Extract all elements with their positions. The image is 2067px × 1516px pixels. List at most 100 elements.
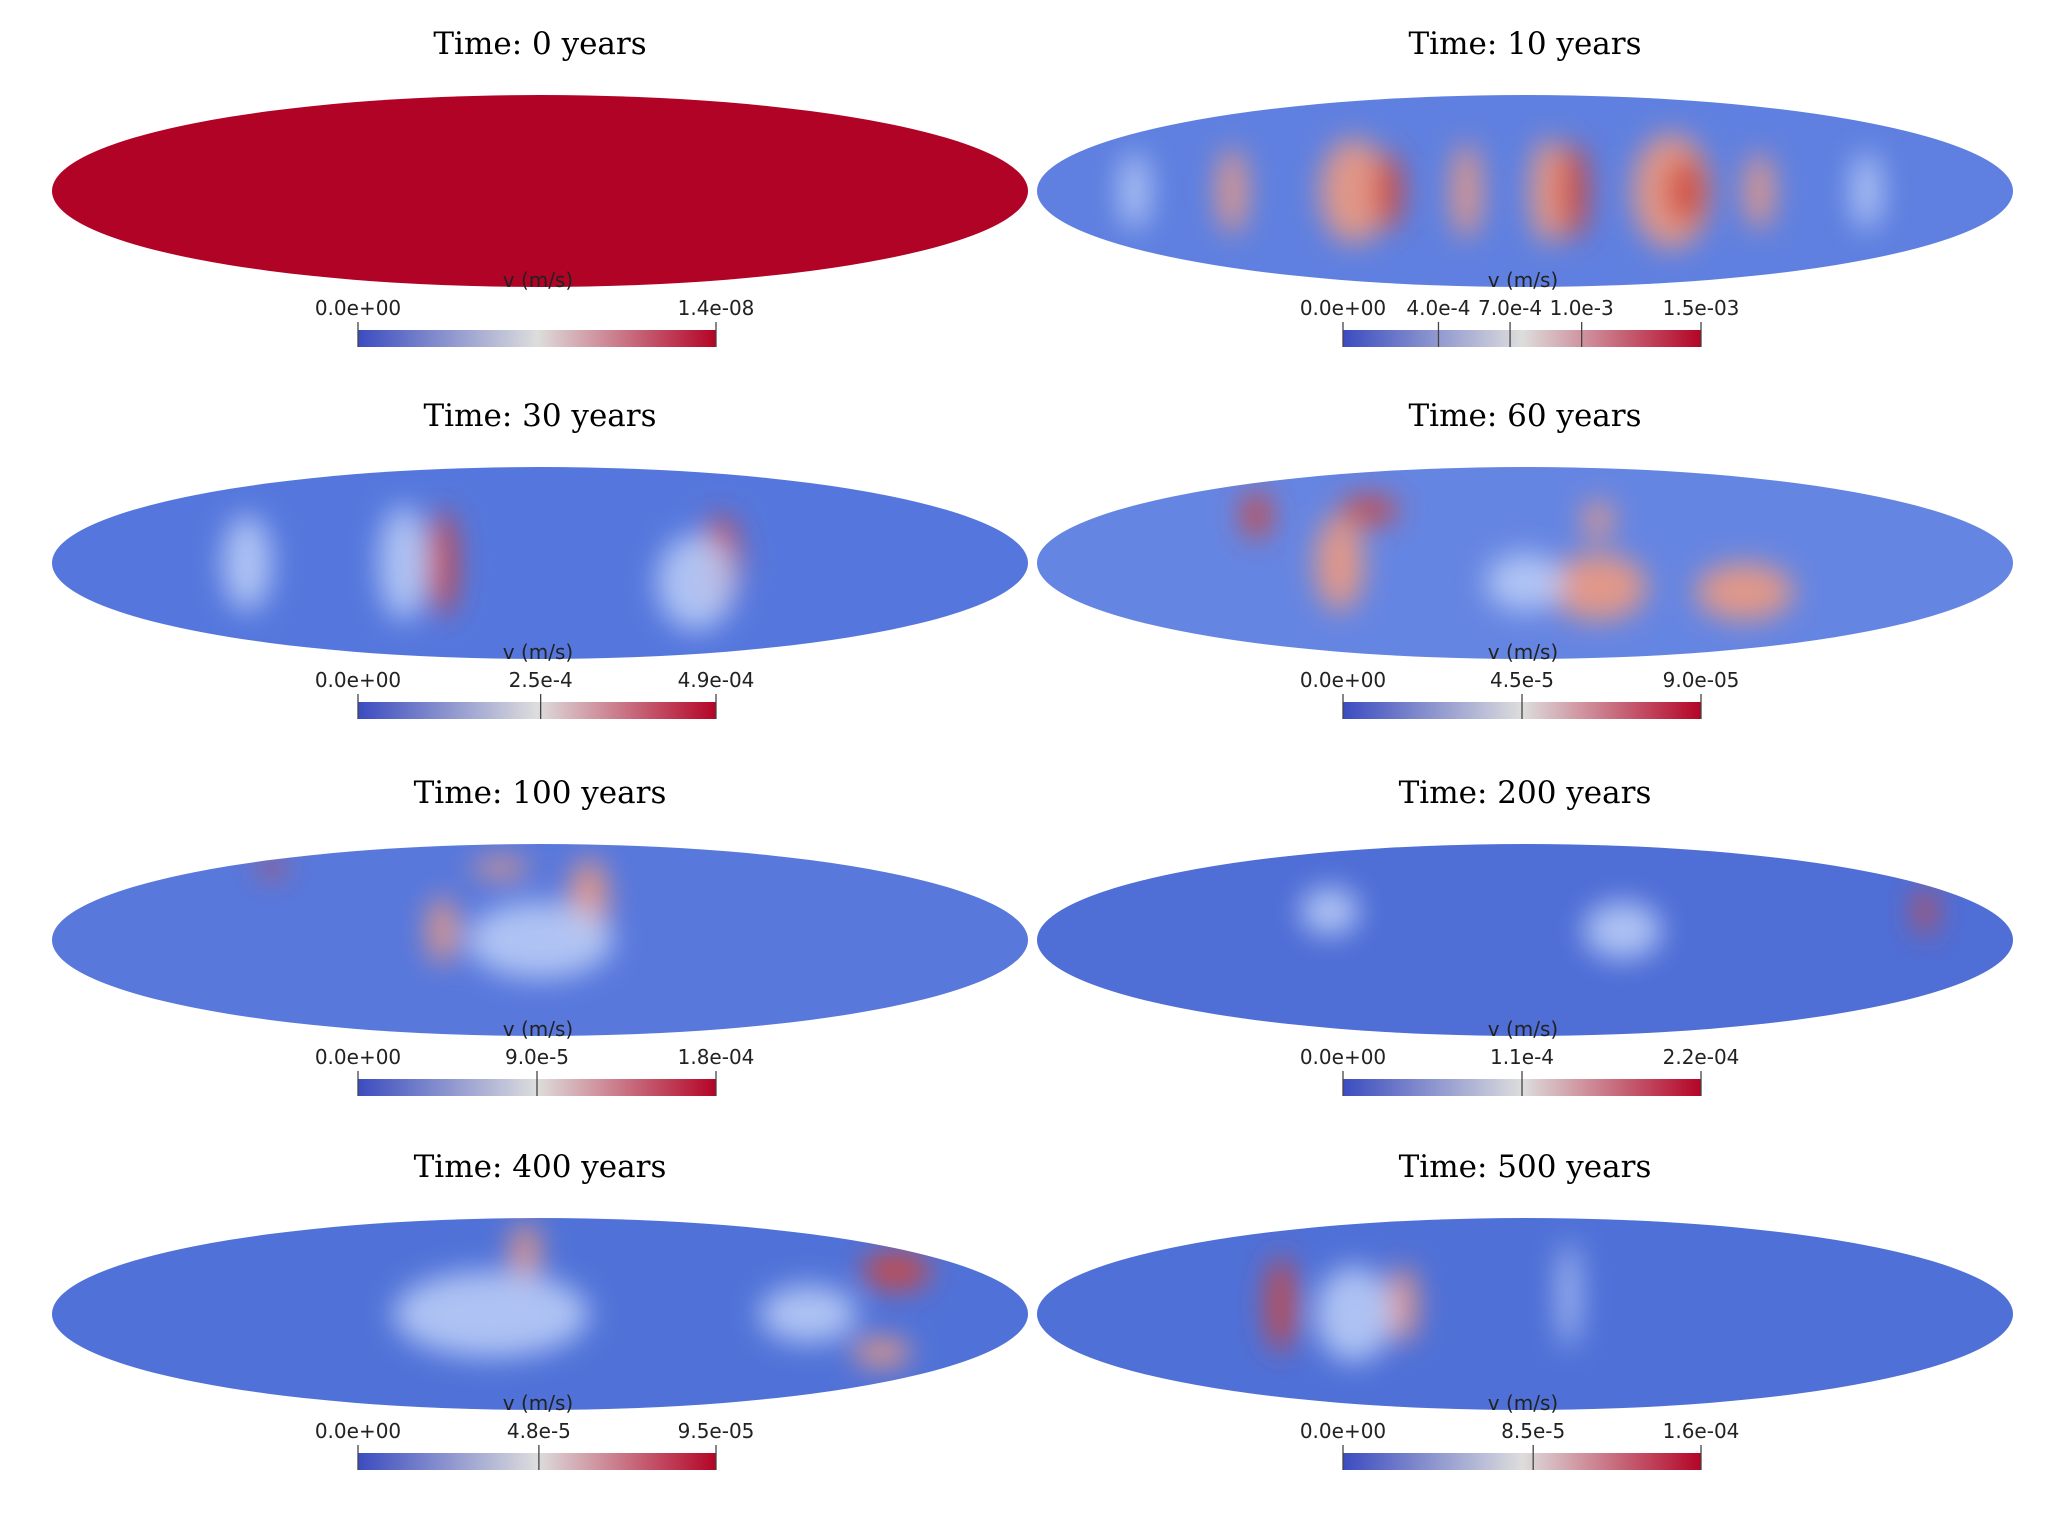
tick-label: 4.9e-04 xyxy=(678,668,755,692)
field-detail xyxy=(393,1222,931,1367)
field-blob xyxy=(1119,152,1150,230)
field-blob xyxy=(1451,143,1482,239)
field-blob xyxy=(1217,147,1247,235)
field-detail xyxy=(222,505,741,631)
field-blob xyxy=(1666,157,1706,225)
velocity-field xyxy=(52,95,1028,287)
field-blob xyxy=(1339,495,1399,525)
tick-label: 9.0e-05 xyxy=(1663,668,1740,692)
colorbar-label: v (m/s) xyxy=(1488,640,1558,664)
tick-label: 9.0e-5 xyxy=(505,1045,569,1069)
colorbar xyxy=(358,330,716,347)
velocity-field xyxy=(1037,844,2013,1036)
field-blob xyxy=(1315,515,1364,611)
field-blob xyxy=(1549,553,1647,621)
field-blob xyxy=(657,534,736,631)
field-blob xyxy=(222,515,272,611)
colorbar xyxy=(358,702,716,719)
field-blob xyxy=(1559,143,1589,239)
velocity-field xyxy=(1037,1218,2013,1410)
tick-label: 4.0e-4 xyxy=(1406,296,1470,320)
field-blob xyxy=(862,1251,931,1291)
panel: Time: 200 years v (m/s) 0.0e+00 1.1e-4 2.2e-… xyxy=(1037,775,2013,1096)
field-blob xyxy=(1373,152,1403,230)
field-detail xyxy=(1241,491,1794,621)
field-blob xyxy=(1583,500,1613,539)
panel-title: Time: 0 years xyxy=(433,26,646,62)
field-blob xyxy=(378,505,428,621)
field-blob xyxy=(466,901,614,979)
panel-title: Time: 400 years xyxy=(414,1149,667,1185)
field-blob xyxy=(1266,1256,1296,1353)
field-blob xyxy=(393,1270,589,1358)
panel: Time: 400 years v (m/s) 0.0e+00 4.8e-5 9.5e-… xyxy=(52,1149,1028,1470)
field-blob xyxy=(1529,138,1569,244)
tick-label: 1.8e-04 xyxy=(678,1045,755,1069)
velocity-field xyxy=(52,467,1028,659)
tick-label: 1.4e-08 xyxy=(678,296,755,320)
panel: Time: 0 years v (m/s) 0.0e+00 1.4e-08 xyxy=(52,26,1028,347)
tick-label: 1.5e-03 xyxy=(1663,296,1740,320)
colorbar xyxy=(1343,330,1701,347)
panel-title: Time: 500 years xyxy=(1399,1149,1652,1185)
field-blob xyxy=(1559,1242,1579,1348)
tick-label: 1.6e-04 xyxy=(1663,1419,1740,1443)
tick-label: 4.8e-5 xyxy=(507,1419,571,1443)
colorbar-label: v (m/s) xyxy=(1488,268,1558,292)
field-blob xyxy=(1300,887,1360,936)
colorbar-label: v (m/s) xyxy=(503,1017,573,1041)
tick-label: 9.5e-05 xyxy=(678,1419,755,1443)
field-blob xyxy=(1241,491,1272,539)
field-blob xyxy=(759,1285,858,1343)
colorbar-label: v (m/s) xyxy=(503,268,573,292)
field-blob xyxy=(1485,553,1565,611)
panel: Time: 500 years v (m/s) 0.0e+00 8.5e-5 1.6e-… xyxy=(1037,1149,2013,1470)
tick-label: 1.1e-4 xyxy=(1490,1045,1554,1069)
field-detail xyxy=(1119,133,1882,249)
tick-label: 0.0e+00 xyxy=(315,668,401,692)
field-blob xyxy=(1915,887,1935,936)
panel-title: Time: 200 years xyxy=(1399,775,1652,811)
field-detail xyxy=(256,858,614,979)
field-blob xyxy=(1583,901,1662,960)
field-detail xyxy=(1266,1242,1579,1362)
field-detail xyxy=(1300,887,1935,960)
field-blob xyxy=(256,860,287,876)
tick-label: 0.0e+00 xyxy=(315,1045,401,1069)
colorbar xyxy=(358,1453,716,1470)
tick-label: 0.0e+00 xyxy=(1300,1045,1386,1069)
field-blob xyxy=(1388,1266,1418,1343)
tick-label: 8.5e-5 xyxy=(1501,1419,1565,1443)
field-blob xyxy=(471,858,531,878)
tick-label: 4.5e-5 xyxy=(1490,668,1554,692)
panel-title: Time: 60 years xyxy=(1409,398,1642,434)
colorbar-label: v (m/s) xyxy=(1488,1017,1558,1041)
panel: Time: 10 years v (m/s) 0.0e+00 4.0e-4 7.0e-4… xyxy=(1037,26,2013,347)
tick-label: 0.0e+00 xyxy=(315,1419,401,1443)
tick-label: 7.0e-4 xyxy=(1478,296,1542,320)
tick-label: 2.2e-04 xyxy=(1663,1045,1740,1069)
field-blob xyxy=(1695,563,1794,621)
field-blob xyxy=(852,1338,911,1367)
velocity-field xyxy=(1037,95,2013,287)
colorbar-label: v (m/s) xyxy=(1488,1391,1558,1415)
panel: Time: 100 years v (m/s) 0.0e+00 9.0e-5 1.8e-… xyxy=(52,775,1028,1096)
field-blob xyxy=(427,896,458,965)
field-blob xyxy=(1744,152,1774,230)
panel: Time: 30 years v (m/s) 0.0e+00 2.5e-4 4.9e-0… xyxy=(52,398,1028,719)
tick-label: 0.0e+00 xyxy=(315,296,401,320)
field-blob xyxy=(1315,1266,1394,1362)
colorbar-label: v (m/s) xyxy=(503,640,573,664)
field-blob xyxy=(427,510,458,616)
colorbar-label: v (m/s) xyxy=(503,1391,573,1415)
field-blob xyxy=(510,1222,540,1281)
tick-label: 0.0e+00 xyxy=(1300,296,1386,320)
field-blob xyxy=(1851,152,1882,230)
tick-label: 2.5e-4 xyxy=(509,668,573,692)
colorbar xyxy=(1343,1453,1701,1470)
tick-label: 0.0e+00 xyxy=(1300,1419,1386,1443)
field-blob xyxy=(1320,138,1389,244)
panel-title: Time: 100 years xyxy=(414,775,667,811)
tick-label: 0.0e+00 xyxy=(1300,668,1386,692)
